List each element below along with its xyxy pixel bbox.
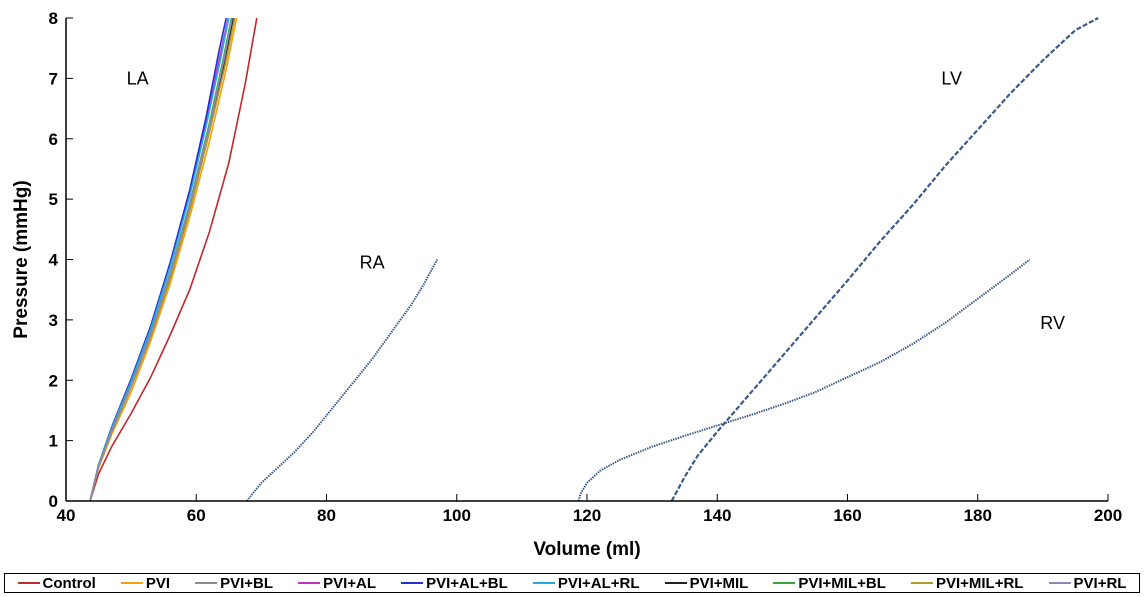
- legend-swatch: [17, 582, 40, 584]
- x-tick-label: 40: [57, 506, 76, 525]
- series-line-pvi-al-rl: [89, 17, 230, 502]
- legend-item: Control: [17, 574, 96, 592]
- legend-label: PVI+MIL+RL: [935, 574, 1024, 592]
- plot-lines: [89, 17, 1099, 502]
- x-axis-title: Volume (ml): [533, 539, 640, 560]
- y-tick-label: 2: [49, 371, 58, 390]
- x-tick-label: 140: [703, 506, 731, 525]
- legend-swatch: [298, 582, 321, 584]
- legend-item: PVI+AL+BL: [401, 575, 508, 592]
- legend-label: PVI+AL+RL: [557, 574, 640, 592]
- x-tick-label: 80: [317, 506, 336, 525]
- annotation-la: LA: [127, 68, 149, 88]
- y-tick-label: 3: [49, 311, 58, 330]
- series-line-pvi-rl: [89, 17, 233, 502]
- legend-item: PVI+AL: [298, 575, 376, 592]
- y-tick-label: 6: [49, 130, 58, 149]
- annotation-lv: LV: [941, 68, 962, 88]
- legend-swatch: [195, 582, 218, 584]
- ra-curve: [246, 259, 439, 502]
- ticks: 40 60 80 100 120 140 160 180 200 0 1 2 3 4 5 6 7 8: [49, 9, 1123, 525]
- legend-label: PVI+MIL+BL: [798, 574, 886, 592]
- legend-swatch: [401, 582, 424, 584]
- legend-swatch: [532, 582, 555, 584]
- y-tick-label: 4: [49, 251, 59, 270]
- series-line-pvi-al-bl: [89, 17, 227, 502]
- legend-swatch: [1048, 582, 1071, 584]
- chart: 40 60 80 100 120 140 160 180 200 0 1 2 3 4 5 6 7 8 LA RA LV…: [11, 9, 1123, 560]
- x-tick-label: 160: [833, 506, 861, 525]
- legend-item: PVI+MIL+BL: [773, 575, 886, 592]
- y-tick-label: 1: [49, 432, 58, 451]
- x-tick-label: 200: [1094, 506, 1122, 525]
- legend-label: PVI+RL: [1073, 574, 1127, 592]
- legend-label: PVI: [145, 574, 171, 592]
- y-tick-label: 8: [49, 9, 58, 28]
- y-tick-label: 7: [49, 69, 58, 88]
- series-line-control: [89, 17, 258, 502]
- legend-label: PVI+AL+BL: [426, 574, 508, 592]
- annotation-rv: RV: [1040, 313, 1065, 333]
- x-tick-label: 180: [964, 506, 992, 525]
- legend-item: PVI: [120, 574, 171, 592]
- x-tick-label: 120: [573, 506, 601, 525]
- legend-label: PVI+AL: [323, 574, 377, 592]
- axes: [65, 18, 1108, 502]
- lv-curve: [670, 17, 1099, 502]
- legend-swatch: [120, 582, 143, 584]
- y-axis-title: Pressure (mmHg): [11, 180, 32, 338]
- legend-swatch: [910, 582, 933, 584]
- legend: Control PVI PVI+BL PVI+AL PVI+AL+BL PVI+AL+RL…: [4, 573, 1140, 593]
- legend-item: PVI+RL: [1048, 574, 1127, 592]
- legend-swatch: [773, 582, 796, 584]
- legend-label: PVI+BL: [220, 574, 274, 592]
- y-tick-label: 5: [49, 190, 58, 209]
- annotation-ra: RA: [360, 253, 385, 273]
- legend-item: PVI+BL: [195, 575, 273, 592]
- x-tick-label: 100: [443, 506, 471, 525]
- legend-label: PVI+MIL: [689, 574, 749, 592]
- x-tick-label: 60: [187, 506, 206, 525]
- legend-swatch: [664, 582, 687, 584]
- legend-item: PVI+AL+RL: [532, 574, 640, 592]
- legend-item: PVI+MIL+RL: [910, 574, 1024, 592]
- legend-item: PVI+MIL: [664, 574, 749, 592]
- legend-label: Control: [42, 574, 96, 592]
- rv-curve: [577, 258, 1031, 502]
- annotations: LA RA LV RV: [127, 68, 1065, 333]
- y-tick-label: 0: [49, 492, 58, 511]
